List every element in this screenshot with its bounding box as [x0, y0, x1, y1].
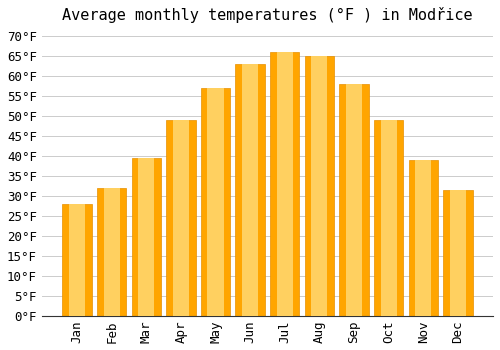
Bar: [97, 188, 126, 316]
Bar: [443, 190, 472, 316]
Bar: [62, 204, 92, 316]
Bar: [304, 56, 334, 316]
Bar: [346, 84, 362, 316]
Bar: [166, 120, 196, 316]
Bar: [340, 84, 368, 316]
Bar: [270, 52, 300, 316]
Bar: [276, 52, 293, 316]
Title: Average monthly temperatures (°F ) in Modřice: Average monthly temperatures (°F ) in Mo…: [62, 7, 472, 23]
Bar: [312, 56, 328, 316]
Bar: [208, 88, 224, 316]
Bar: [201, 88, 230, 316]
Bar: [415, 160, 432, 316]
Bar: [104, 188, 120, 316]
Bar: [138, 158, 154, 316]
Bar: [450, 190, 466, 316]
Bar: [69, 204, 85, 316]
Bar: [408, 160, 438, 316]
Bar: [242, 64, 258, 316]
Bar: [236, 64, 265, 316]
Bar: [374, 120, 404, 316]
Bar: [380, 120, 396, 316]
Bar: [132, 158, 161, 316]
Bar: [173, 120, 189, 316]
